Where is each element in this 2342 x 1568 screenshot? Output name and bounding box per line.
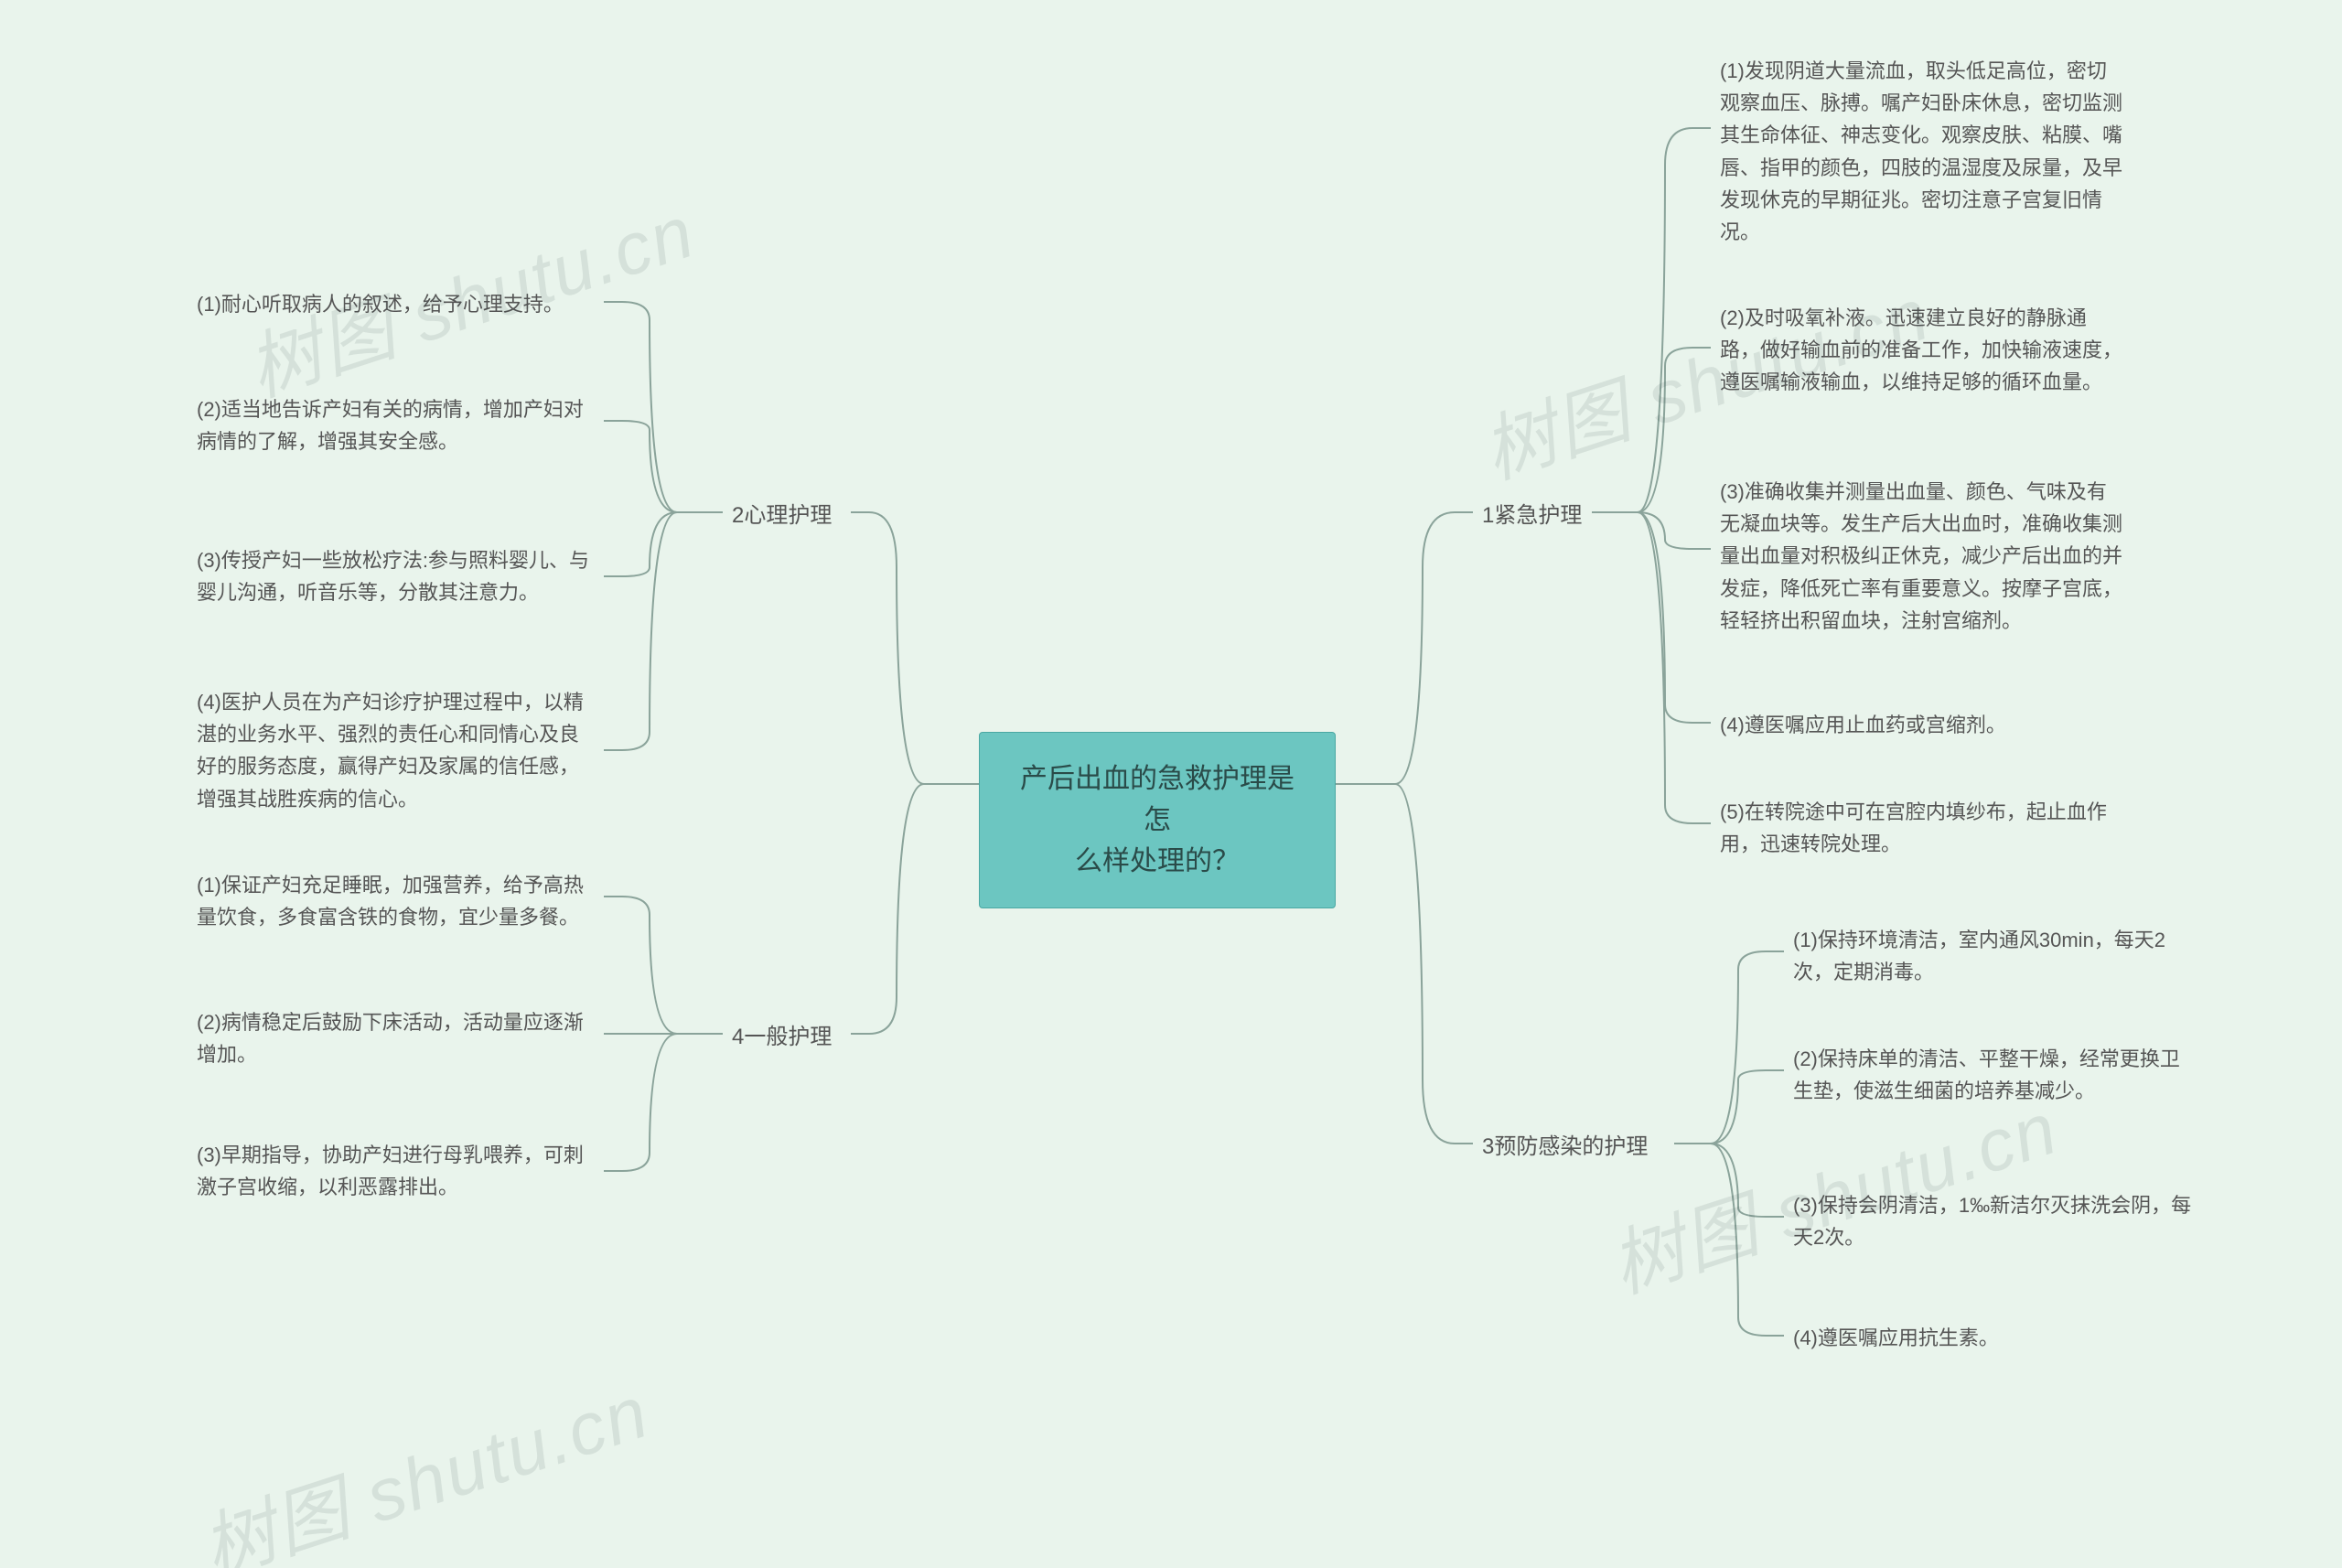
center-line2: 么样处理的？ — [1075, 846, 1240, 876]
leaf-b1-4: (4)遵医嘱应用止血药或宫缩剂。 — [1720, 709, 2122, 741]
leaf-b3-2: (2)保持床单的清洁、平整干燥，经常更换卫生垫，使滋生细菌的培养基减少。 — [1793, 1043, 2196, 1107]
center-topic[interactable]: 产后出血的急救护理是怎 么样处理的？ — [979, 732, 1336, 908]
branch-3[interactable]: 3预防感染的护理 — [1482, 1130, 1648, 1165]
center-line1: 产后出血的急救护理是怎 — [1020, 764, 1295, 835]
leaf-b2-2: (2)适当地告诉产妇有关的病情，增加产妇对病情的了解，增强其安全感。 — [197, 393, 590, 457]
leaf-b1-5: (5)在转院途中可在宫腔内填纱布，起止血作用，迅速转院处理。 — [1720, 796, 2122, 860]
branch-2[interactable]: 2心理护理 — [732, 499, 832, 533]
leaf-b2-3: (3)传授产妇一些放松疗法:参与照料婴儿、与婴儿沟通，听音乐等，分散其注意力。 — [197, 544, 590, 608]
leaf-b1-2: (2)及时吸氧补液。迅速建立良好的静脉通路，做好输血前的准备工作，加快输液速度，… — [1720, 302, 2122, 399]
branch-1[interactable]: 1紧急护理 — [1482, 499, 1582, 533]
branch-4[interactable]: 4一般护理 — [732, 1020, 832, 1055]
leaf-b3-1: (1)保持环境清洁，室内通风30min，每天2次，定期消毒。 — [1793, 924, 2196, 988]
leaf-b4-3: (3)早期指导，协助产妇进行母乳喂养，可刺激子宫收缩，以利恶露排出。 — [197, 1139, 590, 1203]
leaf-b3-4: (4)遵医嘱应用抗生素。 — [1793, 1322, 2196, 1354]
leaf-b3-3: (3)保持会阴清洁，1‰新洁尔灭抹洗会阴，每天2次。 — [1793, 1189, 2196, 1253]
leaf-b4-2: (2)病情稳定后鼓励下床活动，活动量应逐渐增加。 — [197, 1006, 590, 1070]
leaf-b4-1: (1)保证产妇充足睡眠，加强营养，给予高热量饮食，多食富含铁的食物，宜少量多餐。 — [197, 869, 590, 933]
leaf-b2-4: (4)医护人员在为产妇诊疗护理过程中，以精湛的业务水平、强烈的责任心和同情心及良… — [197, 686, 590, 815]
leaf-b1-1: (1)发现阴道大量流血，取头低足高位，密切观察血压、脉搏。嘱产妇卧床休息，密切监… — [1720, 55, 2122, 248]
leaf-b2-1: (1)耐心听取病人的叙述，给予心理支持。 — [197, 288, 590, 320]
watermark: 树图 shutu.cn — [187, 1353, 661, 1568]
leaf-b1-3: (3)准确收集并测量出血量、颜色、气味及有无凝血块等。发生产后大出血时，准确收集… — [1720, 476, 2122, 637]
